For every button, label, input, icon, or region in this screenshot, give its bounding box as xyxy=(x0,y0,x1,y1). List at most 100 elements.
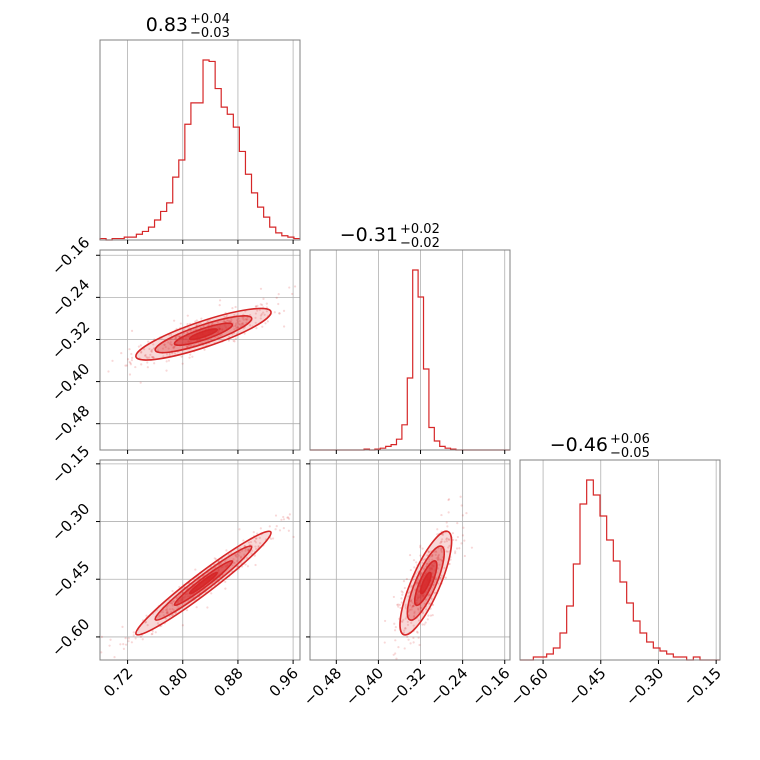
sample-point xyxy=(216,320,219,324)
sample-point xyxy=(243,553,246,556)
sample-point xyxy=(401,593,404,596)
sample-point xyxy=(406,635,409,638)
sample-point xyxy=(171,352,174,355)
sample-point xyxy=(202,325,205,328)
sample-point xyxy=(254,312,257,315)
sample-point xyxy=(150,355,153,359)
sample-point xyxy=(440,538,444,541)
sample-point xyxy=(440,540,443,543)
sample-point xyxy=(150,350,153,353)
sample-point xyxy=(119,643,122,646)
sample-point xyxy=(171,600,175,603)
param-title-upper-error-1: +0.02 xyxy=(400,222,440,237)
sample-point xyxy=(422,558,425,561)
sample-point xyxy=(287,516,290,519)
x-tick-label-2-1: −0.45 xyxy=(564,664,609,709)
sample-point xyxy=(404,627,407,630)
sample-point xyxy=(429,614,433,617)
sample-point xyxy=(244,547,247,551)
sample-point xyxy=(239,323,242,326)
sample-point xyxy=(421,561,424,564)
sample-point xyxy=(441,533,445,536)
sample-point xyxy=(143,348,146,351)
sample-point xyxy=(261,325,264,328)
sample-point xyxy=(120,352,123,355)
sample-point xyxy=(146,624,149,627)
sample-point xyxy=(445,521,448,524)
sample-point xyxy=(168,608,172,611)
sample-point xyxy=(139,381,142,384)
sample-point xyxy=(463,539,466,542)
sample-point xyxy=(426,554,429,557)
sample-point xyxy=(417,619,421,622)
sample-point xyxy=(220,333,223,336)
sample-point xyxy=(224,580,227,583)
sample-point xyxy=(404,603,407,606)
sample-point xyxy=(247,541,251,544)
sample-point xyxy=(423,623,426,626)
sample-point xyxy=(413,614,416,617)
sample-point xyxy=(255,547,258,551)
sample-point xyxy=(401,591,404,594)
sample-point xyxy=(173,345,176,348)
sample-point xyxy=(195,319,198,322)
sample-point xyxy=(239,555,243,558)
sample-point xyxy=(454,552,457,555)
sample-point xyxy=(109,638,112,641)
sample-point xyxy=(181,624,184,627)
sample-point xyxy=(434,550,437,553)
sample-point xyxy=(250,552,253,555)
sample-point xyxy=(440,550,443,553)
sample-point xyxy=(287,529,290,532)
sample-point xyxy=(124,637,127,640)
sample-point xyxy=(440,574,443,577)
sample-point xyxy=(397,646,400,649)
sample-point xyxy=(249,541,253,544)
sample-point xyxy=(235,555,238,558)
sample-point xyxy=(275,296,278,299)
sample-point xyxy=(174,336,177,339)
sample-point xyxy=(419,554,422,557)
sample-point xyxy=(261,303,264,306)
sample-point xyxy=(170,602,174,605)
y-tick-label-2-2: −0.30 xyxy=(48,500,93,545)
sample-point xyxy=(409,604,412,607)
sample-point xyxy=(456,535,459,539)
sample-point xyxy=(241,322,244,326)
sample-point xyxy=(233,328,236,331)
sample-point xyxy=(423,602,426,605)
sample-point xyxy=(410,584,413,587)
sample-point xyxy=(238,320,241,323)
sample-point xyxy=(432,583,435,586)
sample-point xyxy=(421,547,424,550)
sample-point xyxy=(393,622,396,625)
sample-point xyxy=(409,600,413,603)
sample-point xyxy=(185,609,189,612)
sample-point xyxy=(443,566,446,570)
sample-point xyxy=(408,553,412,557)
histogram-step-1 xyxy=(310,269,510,451)
sample-point xyxy=(401,620,404,623)
sample-point xyxy=(244,563,247,566)
sample-point xyxy=(419,546,422,549)
sample-point xyxy=(228,320,231,323)
sample-point xyxy=(418,643,421,647)
sample-point xyxy=(438,558,441,561)
sample-point xyxy=(410,621,413,624)
x-tick-label-0-2: 0.88 xyxy=(210,664,246,700)
sample-point xyxy=(407,638,410,641)
sample-point xyxy=(165,353,169,356)
param-title-lower-error-1: −0.02 xyxy=(400,236,440,251)
sample-point xyxy=(274,514,278,517)
sample-point xyxy=(162,355,165,358)
density-contour-3 xyxy=(188,571,219,595)
sample-point xyxy=(273,311,276,314)
sample-point xyxy=(462,526,465,529)
sample-point xyxy=(437,554,440,558)
sample-point xyxy=(178,335,181,338)
sample-point xyxy=(431,603,435,607)
sample-point xyxy=(275,524,278,528)
sample-point xyxy=(393,629,397,632)
sample-point xyxy=(167,341,170,344)
sample-point xyxy=(227,319,230,322)
